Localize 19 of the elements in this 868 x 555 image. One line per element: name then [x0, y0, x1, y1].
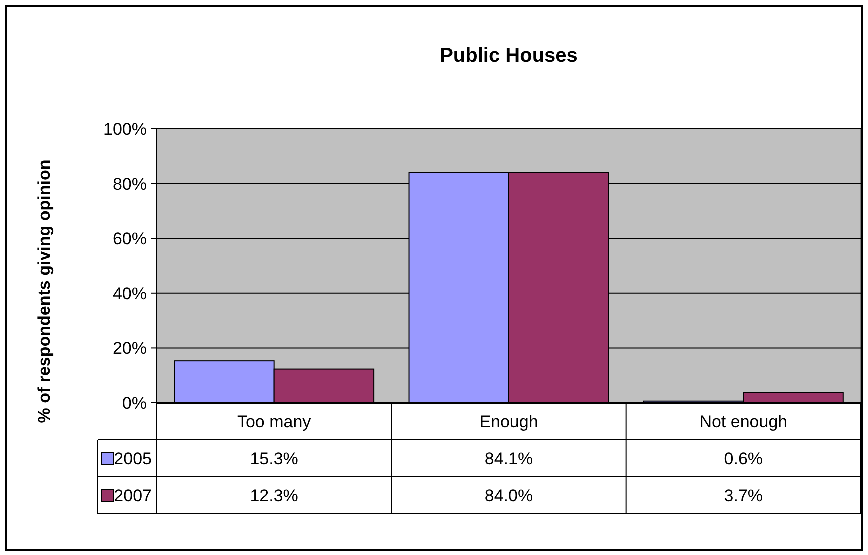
y-tick-label: 20% [112, 339, 147, 358]
y-tick-label: 60% [112, 230, 147, 249]
data-label: 15.3% [250, 449, 298, 468]
x-tick-label: Too many [237, 412, 312, 432]
chart-title: Public Houses [440, 45, 578, 67]
data-label: 84.1% [484, 449, 534, 468]
y-tick-label: 40% [112, 284, 147, 304]
data-label: 12.3% [250, 486, 298, 506]
data-label: 3.7% [724, 486, 764, 506]
y-tick-label: 0% [122, 394, 147, 413]
x-tick-label: Not enough [700, 412, 788, 432]
legend-label: 2005 [114, 449, 152, 468]
x-tick-label: Enough [480, 412, 538, 432]
data-label: 84.0% [484, 486, 534, 506]
y-tick-label: 80% [112, 174, 147, 194]
y-axis-title: % of respondents giving opinion [35, 160, 54, 424]
y-tick-label: 100% [104, 120, 147, 139]
data-label: 0.6% [724, 449, 764, 468]
legend-label: 2007 [114, 486, 152, 506]
